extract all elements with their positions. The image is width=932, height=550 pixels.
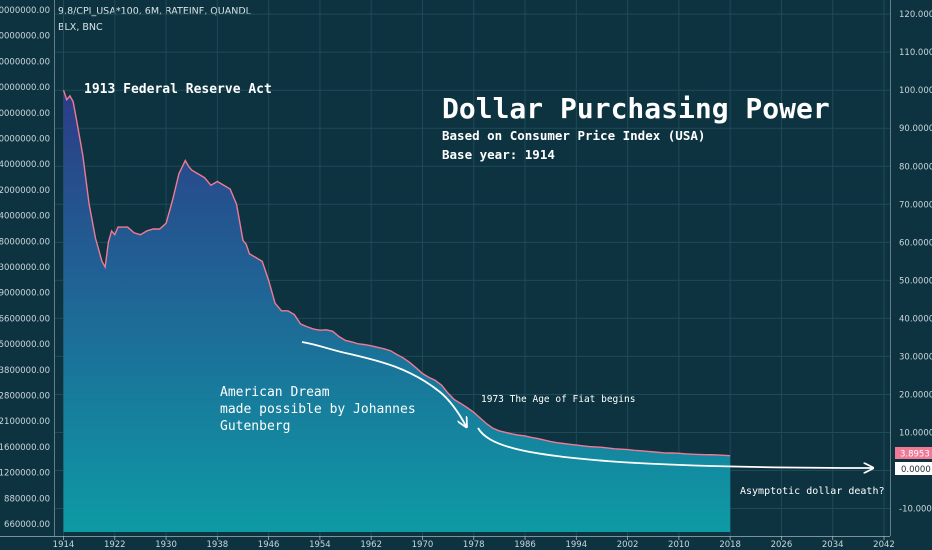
right-tick-label: 90.0000 xyxy=(899,124,932,134)
x-tick-label: 1962 xyxy=(360,540,382,550)
fed-act-annotation: 1913 Federal Reserve Act xyxy=(84,82,272,97)
x-tick-label: 1978 xyxy=(463,540,485,550)
x-tick-label: 1994 xyxy=(565,540,587,550)
right-tick-label: -10.0000 xyxy=(899,505,932,515)
left-tick-label: 9000000.00 xyxy=(0,289,50,299)
current-price-value: 3.8953 xyxy=(900,450,930,460)
left-axis-ticks: 660000.00 880000.00 1200000.00 1600000.00 21… xyxy=(0,6,50,530)
left-tick-label: 6600000.00 xyxy=(0,314,50,324)
x-tick-label: 2026 xyxy=(771,540,793,550)
dream-arrow xyxy=(301,341,466,426)
x-tick-label: 1914 xyxy=(53,540,75,550)
x-tick-label: 1986 xyxy=(514,540,536,550)
x-tick-label: 2034 xyxy=(822,540,844,550)
data-sources: BLX, BNC xyxy=(58,22,103,33)
x-tick-label: 2010 xyxy=(668,540,690,550)
x-tick-label: 1970 xyxy=(412,540,434,550)
left-tick-label: 880000.00 xyxy=(4,494,50,504)
american-dream-line-1: American Dream xyxy=(220,385,330,400)
left-tick-label: 3800000.00 xyxy=(0,366,50,376)
left-tick-label: 2100000.00 xyxy=(0,417,50,427)
current-price-tag xyxy=(895,447,932,459)
left-tick-label: 280000000.00 xyxy=(0,6,50,16)
left-tick-label: 150000000.00 xyxy=(0,57,50,67)
asymptotic-annotation: Asymptotic dollar death? xyxy=(740,486,885,497)
right-axis-ticks: -10.0000 0.0000 10.0000 20.0000 30.0000 40.00… xyxy=(899,10,932,514)
series-line xyxy=(62,89,731,457)
left-tick-label: 80000000.00 xyxy=(0,109,50,119)
right-tick-label: 40.0000 xyxy=(899,314,932,324)
left-tick-label: 660000.00 xyxy=(4,520,50,530)
x-tick-label: 1922 xyxy=(104,540,126,550)
x-tick-label: 2002 xyxy=(617,540,639,550)
left-tick-label: 44000000.00 xyxy=(0,160,50,170)
right-tick-label: 20.0000 xyxy=(899,390,932,400)
x-tick-label: 1946 xyxy=(258,540,280,550)
x-axis-ticks: 1914 1922 1930 1938 1946 1954 1962 1970 1978 1986… xyxy=(53,536,895,550)
left-tick-label: 200000000.00 xyxy=(0,32,50,42)
asymptote-arrow xyxy=(477,427,872,468)
subtitle-base-year: Base year: 1914 xyxy=(442,147,555,162)
right-tick-label: 50.0000 xyxy=(899,276,932,286)
right-tick-label: 60.0000 xyxy=(899,238,932,248)
right-tick-label: 120.0000 xyxy=(899,10,932,20)
chart-title: Dollar Purchasing Power xyxy=(442,92,830,125)
right-tick-label: 100.0000 xyxy=(899,86,932,96)
right-tick-label: 80.0000 xyxy=(899,162,932,172)
x-tick-label: 1954 xyxy=(309,540,331,550)
left-tick-label: 1600000.00 xyxy=(0,443,50,453)
x-tick-label: 1938 xyxy=(207,540,229,550)
zero-price-value: 0.0000 xyxy=(901,465,931,475)
series-area xyxy=(63,90,731,532)
left-tick-label: 13000000.00 xyxy=(0,263,50,273)
right-tick-label: 70.0000 xyxy=(899,200,932,210)
x-tick-label: 1930 xyxy=(155,540,177,550)
left-tick-label: 24000000.00 xyxy=(0,212,50,222)
fiat-annotation: 1973 The Age of Fiat begins xyxy=(481,394,635,405)
right-tick-label: 10.0000 xyxy=(899,428,932,438)
left-tick-label: 18000000.00 xyxy=(0,237,50,247)
right-tick-label: 30.0000 xyxy=(899,352,932,362)
american-dream-line-2: made possible by Johannes xyxy=(220,402,416,417)
left-tick-label: 32000000.00 xyxy=(0,186,50,196)
left-tick-label: 5000000.00 xyxy=(0,340,50,350)
left-tick-label: 1200000.00 xyxy=(0,469,50,479)
left-tick-label: 110000000.00 xyxy=(0,83,50,93)
american-dream-line-3: Gutenberg xyxy=(220,419,290,434)
left-tick-label: 2800000.00 xyxy=(0,392,50,402)
symbol-title: 9.8/CPI_USA*100, 6M, RATEINF, QUANDL xyxy=(58,6,251,17)
x-tick-label: 2042 xyxy=(873,540,895,550)
x-tick-label: 2018 xyxy=(719,540,741,550)
subtitle-cpi: Based on Consumer Price Index (USA) xyxy=(442,128,705,143)
left-tick-label: 60000000.00 xyxy=(0,135,50,145)
right-tick-label: 110.0000 xyxy=(899,48,932,58)
zero-price-tag xyxy=(895,462,932,475)
